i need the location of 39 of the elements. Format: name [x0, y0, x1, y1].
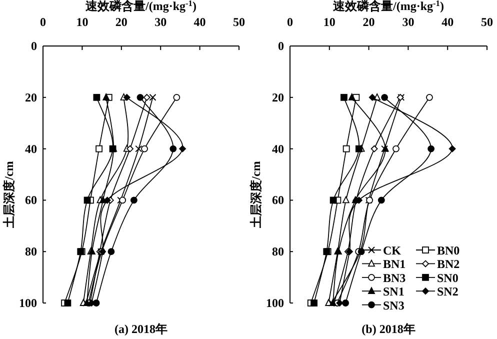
- legend-label: BN2: [437, 257, 460, 272]
- legend-label: SN0: [437, 270, 458, 285]
- x-axis-title: 速效磷含量/(mg·kg$^{-1}$): [84, 0, 196, 13]
- text: (b) 2018年: [362, 322, 416, 336]
- y-tick-label: 0: [278, 39, 284, 53]
- x-tick-label: 50: [481, 15, 493, 29]
- x-tick-label: 30: [154, 15, 167, 29]
- y-tick-label: 20: [272, 90, 284, 104]
- y-tick-label: 60: [25, 193, 37, 208]
- x-tick-label: 0: [40, 15, 46, 29]
- legend-label: SN2: [437, 284, 458, 299]
- y-tick-label: 20: [25, 90, 37, 104]
- y-tick-label: 0: [31, 39, 37, 53]
- x-tick-label: 10: [76, 15, 88, 29]
- y-axis-title: 土层深度/cm: [2, 161, 16, 229]
- x-tick-label: 20: [115, 15, 128, 29]
- x-tick-label: 30: [402, 15, 414, 29]
- x-tick-label: 20: [362, 15, 375, 29]
- legend-label: SN3: [383, 298, 404, 312]
- legend-label: BN0: [437, 244, 460, 258]
- legend-label: CK: [383, 244, 402, 258]
- x-tick-label: 10: [323, 15, 336, 29]
- x-tick-label: 50: [233, 15, 245, 29]
- y-tick-label: 100: [19, 296, 37, 310]
- legend-label: SN1: [383, 284, 404, 299]
- y-tick-label: 40: [272, 142, 284, 156]
- x-tick-label: 40: [194, 15, 206, 29]
- y-tick-label: 40: [25, 142, 37, 156]
- y-tick-label: 100: [266, 296, 284, 310]
- y-axis-title: 土层深度/cm: [249, 161, 263, 229]
- x-tick-label: 40: [442, 15, 454, 29]
- x-axis-title: 速效磷含量/(mg·kg$^{-1}$): [332, 0, 444, 13]
- legend-label: BN1: [383, 257, 406, 272]
- text: (a) 2018年: [114, 322, 168, 336]
- x-tick-label: 0: [287, 15, 293, 29]
- y-tick-label: 80: [25, 244, 37, 259]
- y-tick-label: 60: [272, 193, 284, 208]
- y-tick-label: 80: [272, 244, 284, 259]
- legend-label: BN3: [383, 270, 406, 285]
